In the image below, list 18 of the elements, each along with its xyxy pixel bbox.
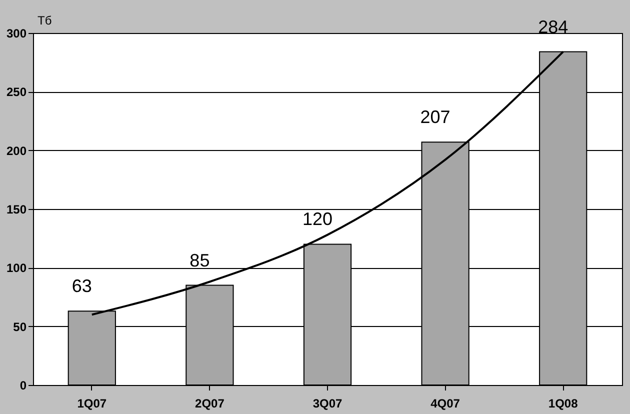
y-tick-label: 300	[6, 26, 27, 40]
y-tick-label: 0	[20, 378, 27, 392]
x-tick-label: 2Q07	[195, 396, 225, 410]
y-axis-title: Тб	[38, 14, 52, 28]
y-tick-label: 50	[13, 320, 27, 334]
x-tick-label: 1Q07	[77, 396, 107, 410]
x-tick-label: 1Q08	[548, 396, 578, 410]
y-tick-label: 200	[6, 144, 27, 158]
x-tick-label: 4Q07	[430, 396, 460, 410]
data-label: 207	[420, 107, 450, 128]
data-label: 120	[302, 209, 333, 230]
y-tick-label: 100	[6, 261, 27, 276]
data-label: 63	[72, 276, 92, 296]
data-label: 284	[538, 16, 568, 37]
y-tick-label: 150	[6, 202, 27, 216]
y-tick-label: 250	[6, 85, 27, 100]
x-tick-label: 3Q07	[312, 396, 342, 410]
data-label: 85	[190, 250, 210, 270]
